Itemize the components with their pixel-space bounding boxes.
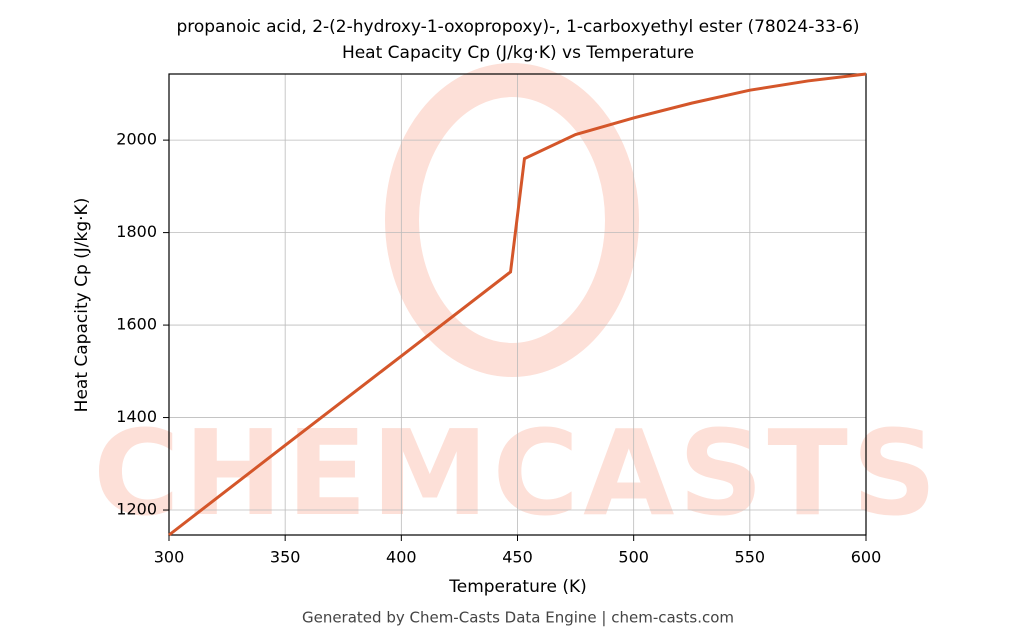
x-tick-label: 500 (618, 548, 649, 567)
y-tick-label: 2000 (116, 130, 157, 149)
x-axis-label: Temperature (K) (448, 577, 587, 597)
footer: Generated by Chem-Casts Data Engine | ch… (302, 609, 734, 627)
x-tick-label: 450 (502, 548, 533, 567)
watermark-logo (385, 63, 639, 377)
x-tick-label: 350 (270, 548, 301, 567)
x-tick-label: 300 (154, 548, 185, 567)
y-tick-label: 1200 (116, 500, 157, 519)
y-tick-label: 1800 (116, 222, 157, 241)
y-tick-label: 1600 (116, 315, 157, 334)
chart-subtitle: Heat Capacity Cp (J/kg·K) vs Temperature (342, 43, 694, 63)
data-line (168, 72, 867, 537)
x-tick-label: 400 (386, 548, 417, 567)
x-tick-label: 600 (851, 548, 882, 567)
plot-frame (168, 73, 867, 536)
x-tick-label: 550 (735, 548, 766, 567)
chart-title: propanoic acid, 2-(2-hydroxy-1-oxopropox… (176, 17, 859, 37)
y-tick-label: 1400 (116, 407, 157, 426)
watermark: CHEMCASTS (93, 404, 941, 542)
y-axis-label: Heat Capacity Cp (J/kg·K) (72, 198, 92, 413)
